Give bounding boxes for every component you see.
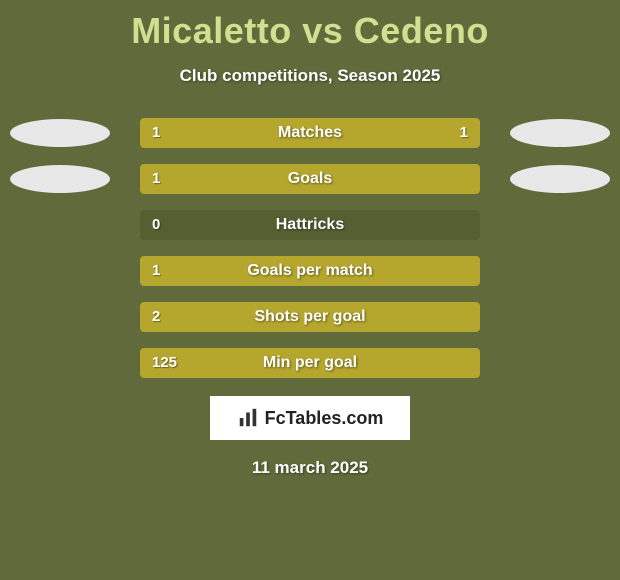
bar-left [140,348,480,378]
value-right: 1 [460,118,468,148]
bar-track [140,210,480,240]
bar-left [140,118,310,148]
bar-right [310,118,480,148]
value-left: 125 [152,348,177,378]
bar-left [140,302,480,332]
value-left: 1 [152,256,160,286]
ellipse-left [10,119,110,147]
date-label: 11 march 2025 [0,458,620,478]
subtitle: Club competitions, Season 2025 [0,66,620,86]
stat-row: 1Goals per match [0,256,620,286]
bar-track [140,164,480,194]
logo-box: FcTables.com [210,396,410,440]
stat-row: 2Shots per goal [0,302,620,332]
stat-row: 125Min per goal [0,348,620,378]
stat-row: 1Goals [0,164,620,194]
logo-text: FcTables.com [265,408,384,429]
bar-track [140,118,480,148]
stat-row: 11Matches [0,118,620,148]
bar-track [140,348,480,378]
value-left: 2 [152,302,160,332]
player-left-name: Micaletto [131,10,292,51]
bar-left [140,164,480,194]
value-left: 0 [152,210,160,240]
ellipse-left [10,165,110,193]
player-right-name: Cedeno [354,10,489,51]
stat-row: 0Hattricks [0,210,620,240]
bar-track [140,302,480,332]
page-title: Micaletto vs Cedeno [0,0,620,52]
vs-text: vs [302,10,343,51]
value-left: 1 [152,164,160,194]
chart-icon [237,407,259,429]
ellipse-right [510,165,610,193]
value-left: 1 [152,118,160,148]
ellipse-right [510,119,610,147]
bar-left [140,256,480,286]
bar-track [140,256,480,286]
stats-area: 11Matches1Goals0Hattricks1Goals per matc… [0,118,620,378]
